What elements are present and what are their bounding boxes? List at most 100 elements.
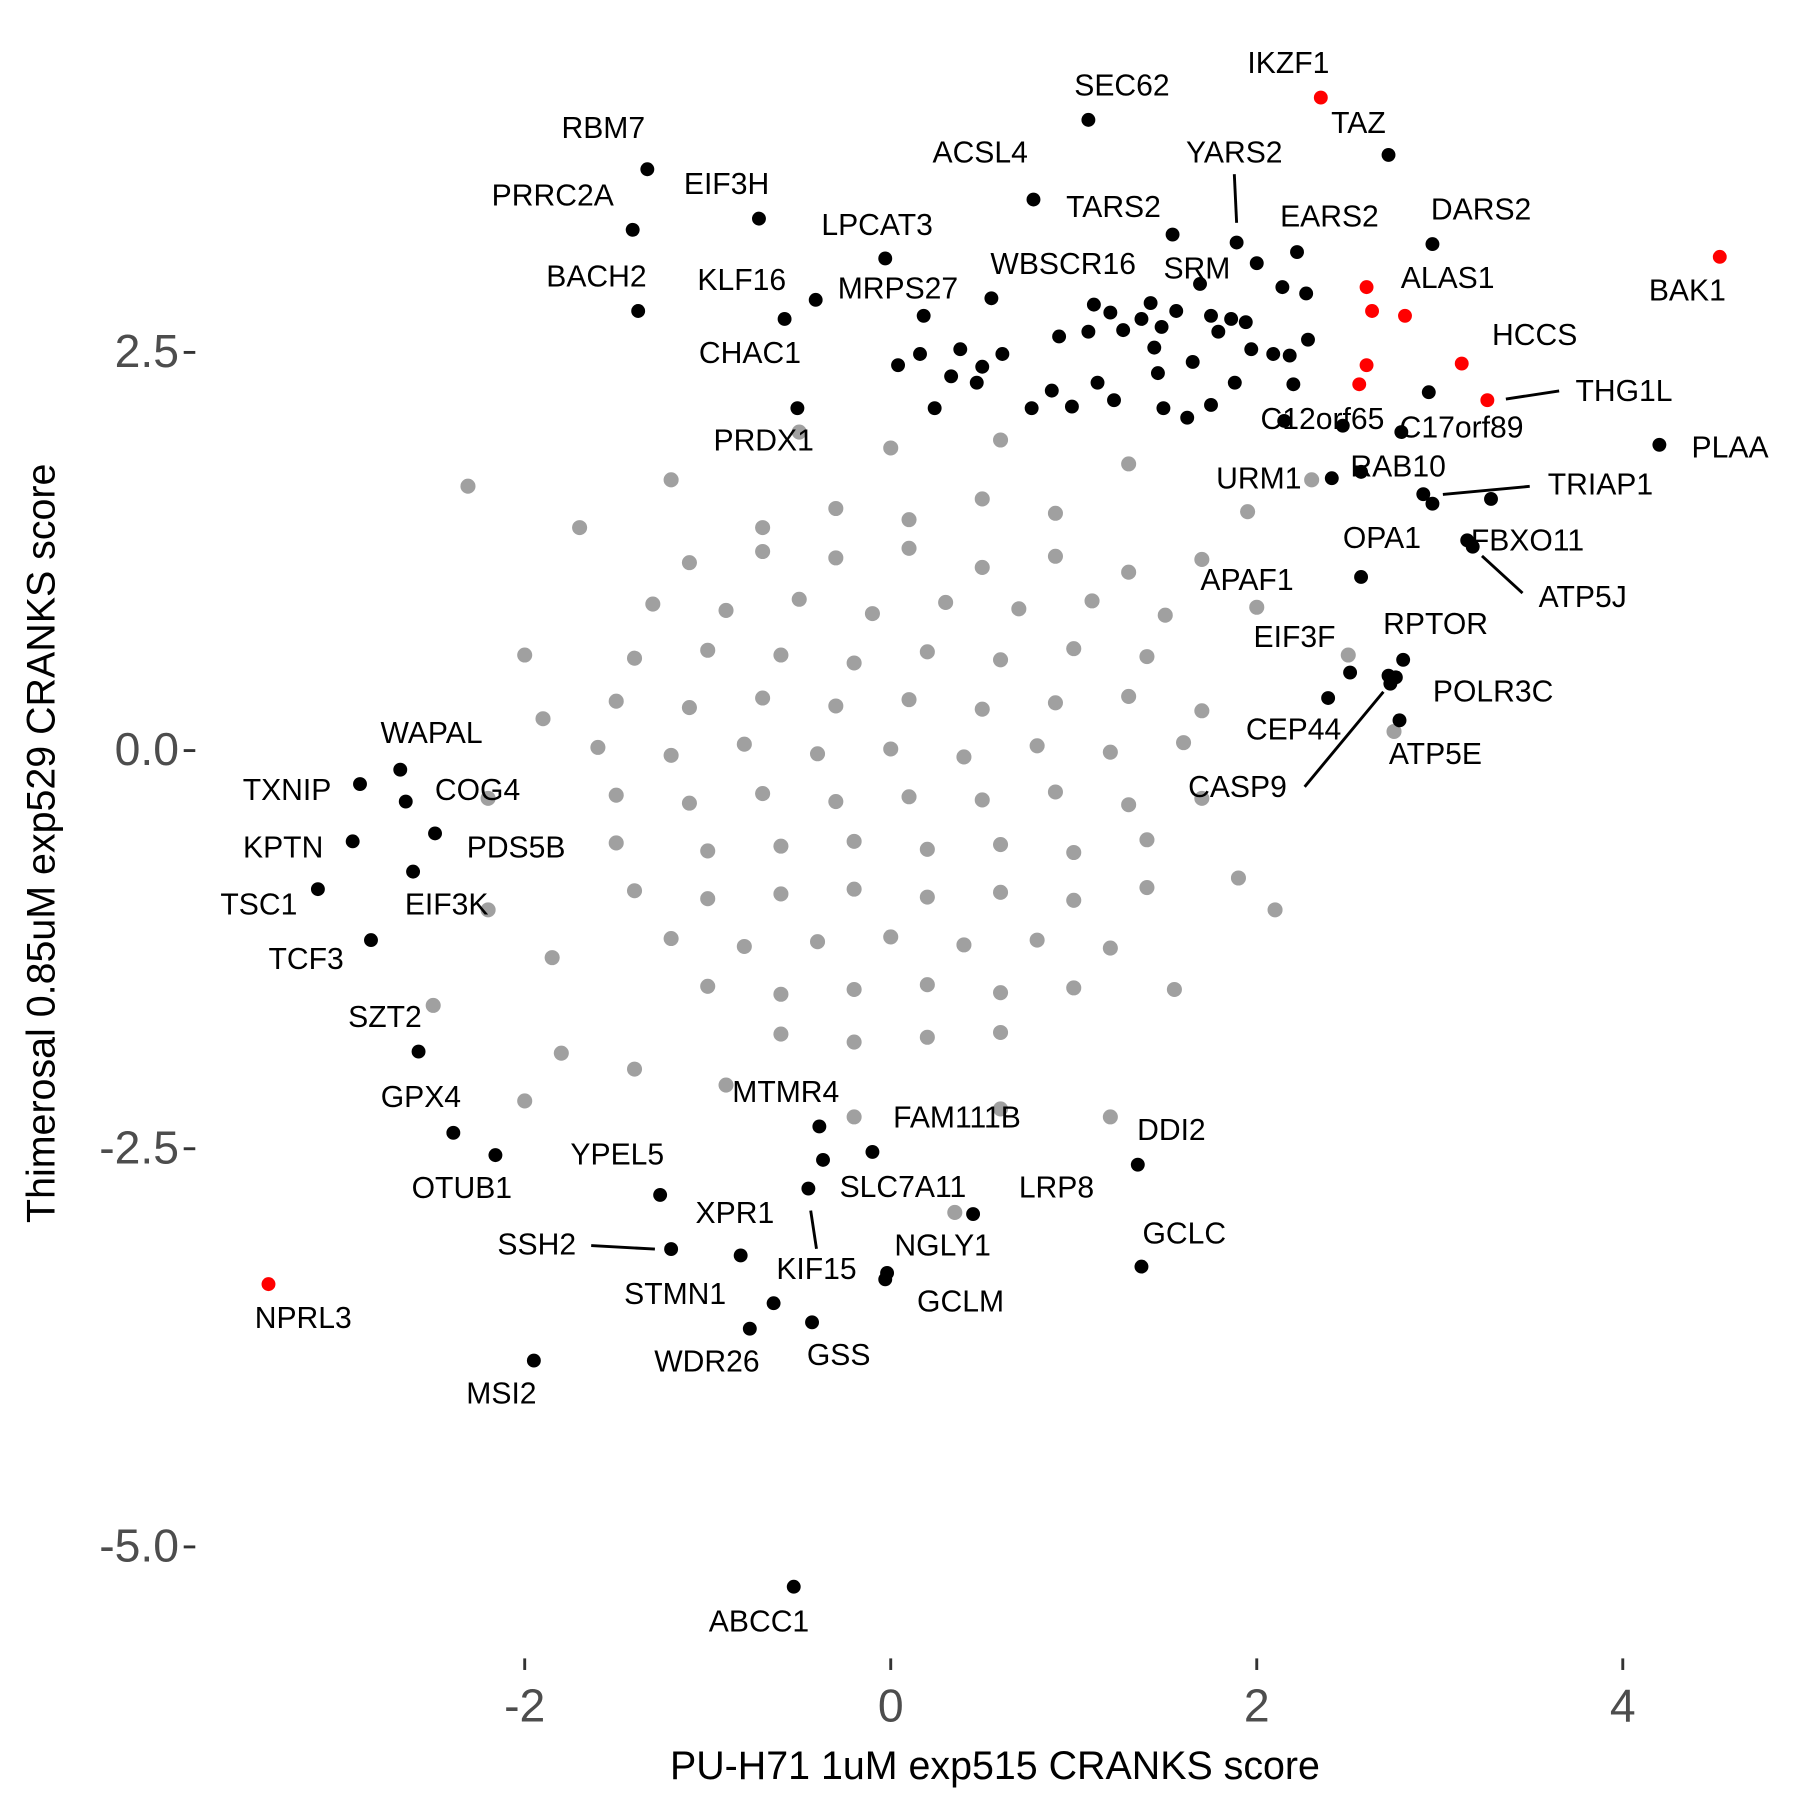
- point-label: MSI2: [466, 1377, 536, 1410]
- point: [919, 889, 935, 905]
- point: [828, 794, 844, 810]
- point: [1139, 649, 1155, 665]
- point: [974, 491, 990, 507]
- point: [993, 837, 1009, 853]
- point: [1086, 297, 1101, 312]
- point: [406, 864, 421, 879]
- point: [1266, 347, 1281, 361]
- point: [535, 711, 551, 727]
- point: [883, 929, 899, 945]
- point: [766, 1296, 781, 1311]
- point: [572, 520, 588, 536]
- point-label: APAF1: [1200, 564, 1293, 597]
- point: [864, 606, 880, 622]
- point: [1343, 665, 1358, 680]
- point: [812, 1119, 827, 1134]
- point: [1712, 249, 1727, 264]
- point: [773, 1026, 789, 1042]
- y-tick-label: -5.0: [99, 1519, 179, 1571]
- point: [773, 838, 789, 854]
- point: [1359, 280, 1374, 295]
- point: [1383, 676, 1398, 691]
- point: [1180, 410, 1195, 425]
- point: [681, 555, 697, 571]
- point: [755, 543, 771, 560]
- point: [878, 1272, 893, 1287]
- point: [1324, 471, 1339, 486]
- point-label: CEP44: [1246, 713, 1341, 746]
- point: [517, 647, 533, 663]
- point: [1335, 418, 1350, 433]
- point: [1392, 713, 1407, 728]
- point: [1026, 192, 1041, 207]
- point: [626, 1061, 643, 1077]
- point: [1229, 235, 1244, 250]
- x-axis-title: PU-H71 1uM exp515 CRANKS score: [670, 1744, 1320, 1788]
- point: [1102, 1109, 1118, 1125]
- point: [1194, 790, 1210, 806]
- point: [590, 739, 606, 755]
- point-label: YPEL5: [570, 1139, 664, 1172]
- point: [364, 933, 378, 948]
- point: [995, 347, 1010, 361]
- leader-line: [1505, 389, 1560, 401]
- point: [828, 698, 844, 714]
- point: [700, 642, 716, 658]
- point: [901, 512, 917, 528]
- point: [966, 1207, 981, 1221]
- point: [736, 938, 752, 955]
- point: [1185, 355, 1200, 369]
- point-label: C17orf89: [1400, 412, 1524, 445]
- point-label: TAZ: [1331, 107, 1386, 140]
- point: [1238, 315, 1253, 330]
- point-label: SRM: [1163, 253, 1230, 286]
- point: [1066, 844, 1082, 861]
- point-label: STMN1: [624, 1278, 726, 1311]
- point: [1121, 564, 1137, 580]
- point-label: GSS: [807, 1339, 871, 1372]
- point: [1121, 797, 1137, 813]
- point: [1425, 237, 1440, 252]
- point: [1249, 256, 1264, 271]
- point-label: KPTN: [243, 831, 323, 864]
- point: [700, 978, 716, 994]
- point-label: ALAS1: [1401, 262, 1495, 295]
- point: [1044, 383, 1059, 398]
- point: [640, 162, 655, 177]
- point-label: GCLC: [1142, 1217, 1226, 1250]
- point: [1029, 932, 1045, 948]
- point-label: C12orf65: [1260, 403, 1384, 436]
- leader-line: [809, 1210, 818, 1250]
- point: [544, 950, 560, 966]
- point: [608, 835, 624, 851]
- point: [810, 746, 826, 762]
- point-label: EARS2: [1280, 200, 1379, 233]
- point: [755, 520, 771, 536]
- point-label: PRDX1: [713, 425, 813, 458]
- point: [1139, 880, 1155, 896]
- point: [1066, 892, 1082, 908]
- point: [1340, 647, 1356, 663]
- point: [1321, 691, 1336, 705]
- point: [828, 550, 844, 566]
- x-tick-label: -2: [504, 1680, 545, 1732]
- point: [1156, 401, 1171, 416]
- y-axis-title: Thimerosal 0.85uM exp529 CRANKS score: [19, 464, 63, 1223]
- point: [984, 291, 999, 306]
- point: [1211, 324, 1226, 339]
- point: [1480, 393, 1495, 408]
- point-label: LRP8: [1019, 1172, 1094, 1205]
- point: [919, 644, 935, 660]
- point: [733, 1248, 748, 1263]
- point: [805, 1315, 819, 1330]
- point-label: SLC7A11: [840, 1171, 967, 1204]
- point: [975, 359, 990, 374]
- point: [1084, 593, 1100, 609]
- point: [1143, 296, 1158, 310]
- x-tick-label: 4: [1610, 1680, 1636, 1732]
- point-label: BAK1: [1649, 275, 1726, 308]
- point: [1204, 308, 1218, 323]
- point: [1204, 398, 1218, 412]
- point: [742, 1321, 757, 1336]
